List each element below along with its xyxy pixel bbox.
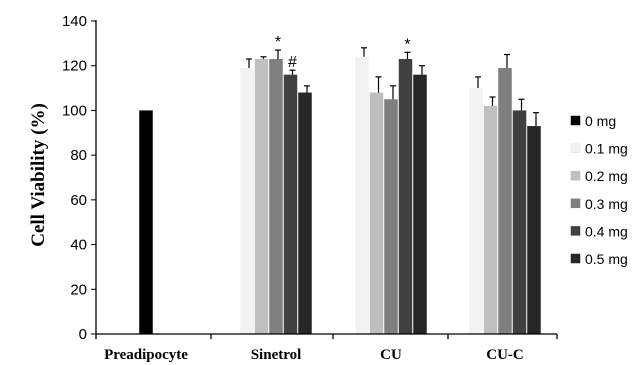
x-tick-label: CU-C — [486, 347, 524, 363]
bar — [469, 88, 483, 334]
y-tick-label: 20 — [70, 281, 87, 298]
axes — [95, 20, 558, 339]
legend-label: 0.4 mg — [585, 223, 628, 239]
bar — [527, 126, 541, 334]
legend-swatch — [570, 226, 581, 236]
significance-annotations: * # * — [275, 34, 411, 71]
legend-swatch — [570, 143, 581, 153]
y-tick-label: 60 — [70, 192, 87, 209]
bar — [498, 67, 512, 334]
bar — [384, 99, 398, 334]
y-tick-label: 140 — [62, 13, 87, 30]
y-axis-label: Cell Viability (%) — [28, 103, 49, 247]
y-tick-label: 0 — [79, 326, 87, 343]
legend-swatch — [570, 198, 581, 209]
error-bars — [246, 47, 539, 127]
x-tick-label: Sinetrol — [251, 347, 302, 363]
y-tick-label: 40 — [70, 237, 87, 254]
y-axis-ticks: 0 20 40 60 80 100 120 140 — [62, 13, 96, 343]
bar — [512, 110, 527, 334]
bar — [298, 92, 312, 335]
significance-marker: * — [275, 34, 281, 51]
bar — [483, 105, 498, 334]
legend: 0 mg 0.1 mg 0.2 mg 0.3 mg 0.4 mg 0.5 mg — [570, 113, 628, 267]
y-tick-label: 80 — [70, 147, 87, 164]
bar — [283, 74, 298, 335]
x-axis-labels: Preadipocyte Sinetrol CU CU-C — [104, 347, 524, 363]
legend-label: 0 mg — [585, 113, 616, 129]
bar — [240, 67, 254, 334]
x-tick-label: Preadipocyte — [104, 347, 188, 363]
bar — [355, 56, 369, 335]
bars — [139, 56, 541, 335]
bar — [139, 110, 153, 334]
significance-marker: * — [404, 36, 410, 53]
bar — [398, 59, 413, 334]
significance-marker: # — [288, 54, 297, 71]
legend-swatch — [570, 115, 581, 126]
legend-swatch — [570, 253, 581, 264]
legend-label: 0.3 mg — [585, 196, 628, 212]
bar — [254, 59, 269, 334]
bar — [269, 59, 283, 334]
legend-label: 0.2 mg — [585, 168, 628, 184]
legend-label: 0.5 mg — [585, 251, 628, 267]
x-tick-label: CU — [380, 347, 402, 363]
bar — [413, 74, 427, 335]
bar — [369, 92, 384, 335]
legend-swatch — [570, 170, 581, 181]
y-tick-label: 120 — [62, 58, 87, 75]
legend-label: 0.1 mg — [585, 141, 628, 157]
y-tick-label: 100 — [62, 102, 87, 119]
